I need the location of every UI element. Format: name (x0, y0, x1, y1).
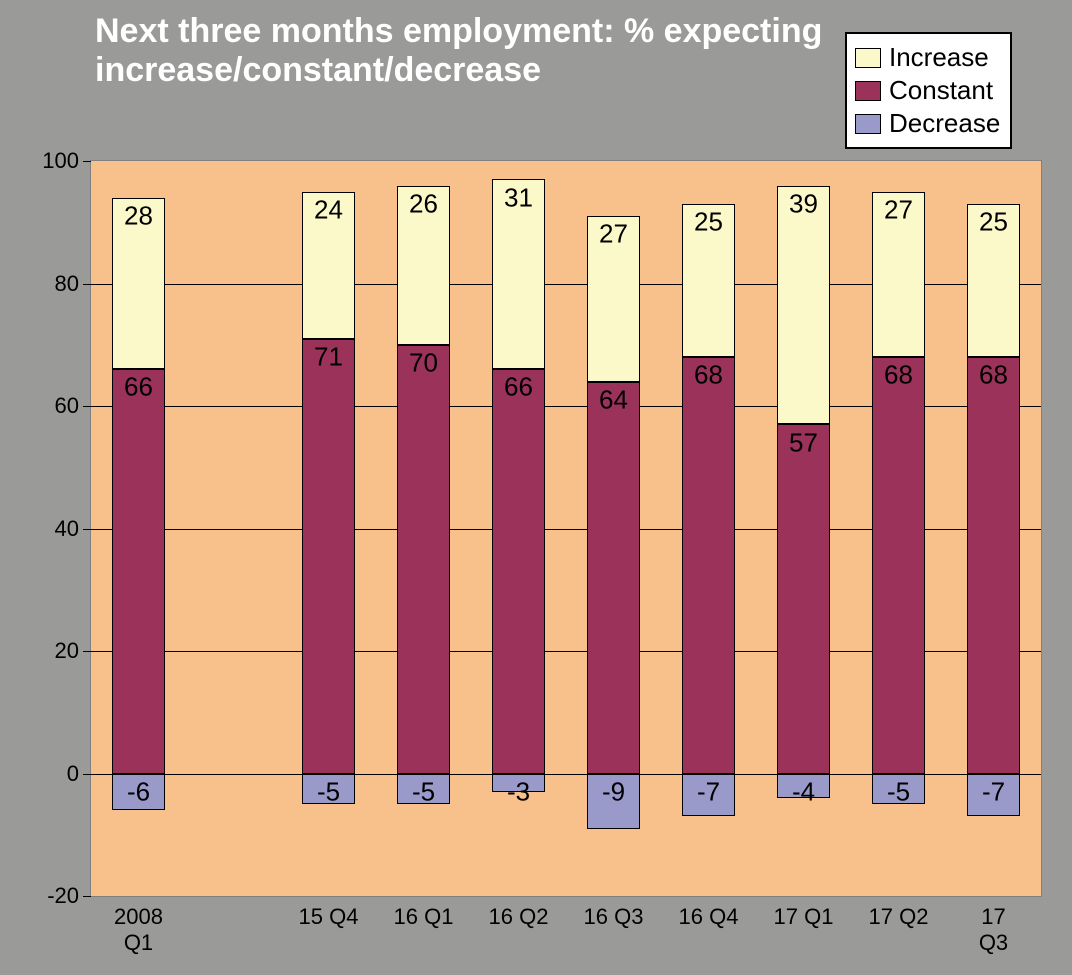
bar-label-increase: 27 (599, 219, 628, 250)
bar-label-increase: 27 (884, 194, 913, 225)
bar-label-decrease: -5 (887, 776, 910, 807)
bar-label-increase: 39 (789, 188, 818, 219)
bar-label-constant: 57 (789, 427, 818, 458)
legend-label: Constant (889, 75, 993, 106)
bar-label-decrease: -3 (507, 776, 530, 807)
bar-label-decrease: -9 (602, 776, 625, 807)
bar-label-constant: 68 (694, 360, 723, 391)
y-tick-label: 80 (55, 271, 79, 297)
plot-area: -200204060801002866-62008 Q12471-515 Q42… (90, 160, 1042, 897)
x-tick-label: 16 Q4 (679, 904, 739, 930)
y-tickmark (83, 774, 91, 775)
y-tick-label: 20 (55, 638, 79, 664)
y-tick-label: 0 (67, 761, 79, 787)
bar-label-constant: 68 (979, 360, 1008, 391)
y-tickmark (83, 896, 91, 897)
chart-title: Next three months employment: % expectin… (95, 12, 845, 90)
y-tick-label: -20 (47, 883, 79, 909)
x-tick-label: 16 Q3 (584, 904, 644, 930)
x-tick-label: 17 Q1 (774, 904, 834, 930)
bar-label-decrease: -5 (317, 776, 340, 807)
bar-constant (302, 339, 354, 774)
legend-item: Constant (855, 75, 1000, 106)
bar-label-increase: 25 (694, 207, 723, 238)
bar-label-increase: 24 (314, 194, 343, 225)
bar-constant (587, 382, 639, 774)
bar-constant (967, 357, 1019, 774)
bar-constant (397, 345, 449, 774)
bar-constant (777, 424, 829, 773)
x-tick-label: 2008 Q1 (114, 904, 163, 956)
bar-label-increase: 31 (504, 182, 533, 213)
y-tick-label: 40 (55, 516, 79, 542)
x-tick-label: 16 Q2 (489, 904, 549, 930)
x-tick-label: 16 Q1 (394, 904, 454, 930)
legend-item: Decrease (855, 108, 1000, 139)
bar-label-constant: 68 (884, 360, 913, 391)
bar-label-constant: 64 (599, 384, 628, 415)
x-tick-label: 15 Q4 (299, 904, 359, 930)
bar-label-increase: 25 (979, 207, 1008, 238)
x-tick-label: 17 Q2 (869, 904, 929, 930)
bar-label-increase: 26 (409, 188, 438, 219)
y-tickmark (83, 651, 91, 652)
bar-constant (682, 357, 734, 774)
legend-swatch (855, 81, 881, 101)
y-tickmark (83, 284, 91, 285)
x-tick-label: 17 Q3 (970, 904, 1018, 956)
bar-constant (872, 357, 924, 774)
bar-label-decrease: -7 (982, 776, 1005, 807)
bar-constant (492, 369, 544, 773)
chart-container: { "title": "Next three months employment… (0, 0, 1072, 975)
legend-label: Decrease (889, 108, 1000, 139)
bar-label-constant: 66 (504, 372, 533, 403)
bar-increase (777, 186, 829, 425)
y-tick-label: 60 (55, 393, 79, 419)
legend-swatch (855, 114, 881, 134)
bar-label-decrease: -4 (792, 776, 815, 807)
y-tickmark (83, 529, 91, 530)
legend: IncreaseConstantDecrease (845, 32, 1012, 149)
bar-label-decrease: -5 (412, 776, 435, 807)
bar-label-increase: 28 (124, 200, 153, 231)
bar-label-constant: 70 (409, 347, 438, 378)
bar-label-constant: 71 (314, 341, 343, 372)
bar-label-constant: 66 (124, 372, 153, 403)
legend-label: Increase (889, 42, 989, 73)
bar-label-decrease: -6 (127, 776, 150, 807)
y-tick-label: 100 (42, 148, 79, 174)
bar-label-decrease: -7 (697, 776, 720, 807)
y-tickmark (83, 161, 91, 162)
legend-swatch (855, 48, 881, 68)
legend-item: Increase (855, 42, 1000, 73)
y-tickmark (83, 406, 91, 407)
bar-constant (112, 369, 164, 773)
